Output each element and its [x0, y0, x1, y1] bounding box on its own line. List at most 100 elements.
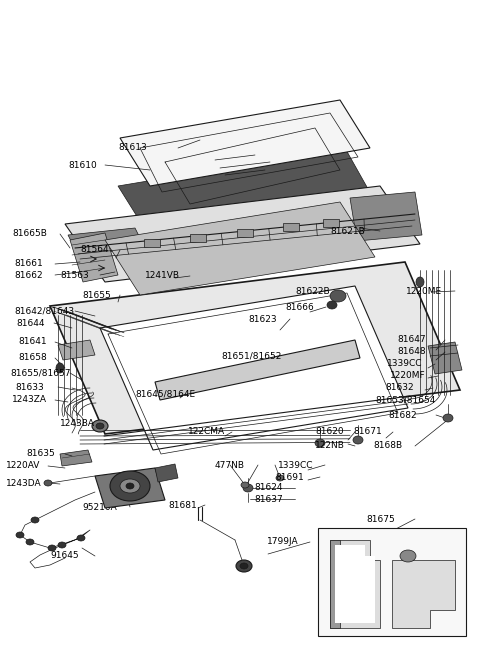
Polygon shape	[120, 100, 370, 186]
Ellipse shape	[58, 542, 66, 548]
Text: 81666: 81666	[285, 302, 314, 311]
Text: 81613: 81613	[118, 143, 147, 152]
Polygon shape	[350, 192, 422, 241]
Text: 81655/81657: 81655/81657	[10, 369, 71, 378]
Text: 81658: 81658	[18, 353, 47, 363]
Text: 81648: 81648	[397, 348, 426, 357]
Text: 81621B: 81621B	[330, 227, 365, 235]
Text: 1243BA: 1243BA	[60, 420, 95, 428]
Ellipse shape	[276, 475, 284, 481]
Ellipse shape	[126, 483, 134, 489]
Bar	[212, 373, 232, 381]
Bar	[283, 223, 299, 231]
Text: 1339CC: 1339CC	[278, 461, 313, 470]
Text: 81633: 81633	[15, 382, 44, 392]
Text: 95210A: 95210A	[82, 503, 117, 512]
Text: 81681: 81681	[168, 501, 197, 509]
Ellipse shape	[330, 290, 346, 302]
Text: 81644: 81644	[16, 319, 45, 327]
Ellipse shape	[120, 479, 140, 493]
Ellipse shape	[400, 550, 416, 562]
Polygon shape	[58, 340, 95, 360]
Text: 1220MF: 1220MF	[390, 371, 426, 380]
Ellipse shape	[26, 539, 34, 545]
Text: 81653/81654: 81653/81654	[375, 396, 435, 405]
Polygon shape	[428, 342, 462, 374]
Ellipse shape	[315, 439, 325, 447]
Text: 81662: 81662	[14, 271, 43, 279]
Text: 81671: 81671	[353, 428, 382, 436]
Text: 1243DA: 1243DA	[6, 478, 42, 487]
Text: 81642/81643: 81642/81643	[14, 307, 74, 315]
Text: 91645: 91645	[50, 551, 79, 560]
Text: 81655: 81655	[82, 290, 111, 300]
Text: 81682: 81682	[388, 411, 417, 420]
Bar	[317, 351, 337, 359]
Text: 81620: 81620	[315, 428, 344, 436]
Text: 81661: 81661	[14, 260, 43, 269]
Text: 8168B: 8168B	[373, 442, 402, 451]
Polygon shape	[65, 186, 420, 282]
Bar	[144, 239, 160, 247]
Polygon shape	[100, 286, 408, 450]
Ellipse shape	[240, 563, 248, 569]
Text: 1220AZ: 1220AZ	[110, 478, 145, 487]
Bar	[237, 229, 253, 237]
Ellipse shape	[77, 535, 85, 541]
Text: 1220AV: 1220AV	[6, 461, 40, 470]
Polygon shape	[330, 540, 340, 628]
Ellipse shape	[353, 436, 363, 444]
Text: 81645/8164E: 81645/8164E	[135, 390, 195, 399]
Bar	[323, 219, 339, 227]
Polygon shape	[155, 464, 178, 482]
Ellipse shape	[96, 423, 104, 429]
Bar	[282, 358, 302, 366]
Text: 1241VB: 1241VB	[145, 271, 180, 281]
Ellipse shape	[92, 420, 108, 432]
Text: 81564: 81564	[80, 246, 108, 254]
Ellipse shape	[243, 484, 253, 492]
Text: 81675: 81675	[366, 514, 395, 524]
Text: 81610: 81610	[68, 160, 97, 170]
Text: 81623: 81623	[248, 315, 276, 323]
Polygon shape	[50, 262, 460, 434]
Text: 81691: 81691	[275, 472, 304, 482]
Text: 81563: 81563	[60, 271, 89, 279]
Text: 81622B: 81622B	[295, 286, 330, 296]
Polygon shape	[105, 202, 375, 295]
Ellipse shape	[31, 517, 39, 523]
Ellipse shape	[56, 363, 64, 373]
Text: 1243ZA: 1243ZA	[12, 396, 47, 405]
Text: 477NB: 477NB	[215, 461, 245, 470]
Text: 81647: 81647	[397, 336, 426, 344]
Text: 81665B: 81665B	[12, 229, 47, 238]
Text: 1799JA: 1799JA	[267, 537, 299, 547]
Text: 1220ME: 1220ME	[406, 286, 442, 296]
Text: 122NB: 122NB	[315, 442, 345, 451]
Ellipse shape	[236, 560, 252, 572]
Ellipse shape	[110, 471, 150, 501]
Text: 81637: 81637	[254, 495, 283, 503]
Text: 1339CC: 1339CC	[387, 359, 422, 369]
Polygon shape	[95, 468, 165, 508]
Polygon shape	[70, 233, 118, 282]
Polygon shape	[330, 540, 380, 628]
Text: 81651/81652: 81651/81652	[221, 351, 281, 361]
Polygon shape	[392, 560, 455, 628]
Ellipse shape	[443, 414, 453, 422]
Polygon shape	[335, 545, 375, 623]
Text: 81635: 81635	[26, 449, 55, 459]
Text: 81641: 81641	[18, 338, 47, 346]
Polygon shape	[155, 340, 360, 400]
Text: 81632: 81632	[385, 384, 414, 392]
Text: 81624: 81624	[254, 484, 283, 493]
Text: 122CMA: 122CMA	[188, 428, 225, 436]
Polygon shape	[60, 450, 92, 466]
Ellipse shape	[16, 532, 24, 538]
Text: 8153: 8153	[113, 491, 136, 499]
Bar	[318, 528, 466, 636]
Ellipse shape	[327, 301, 337, 309]
Polygon shape	[118, 148, 372, 234]
Ellipse shape	[416, 277, 424, 287]
Bar	[177, 380, 197, 388]
